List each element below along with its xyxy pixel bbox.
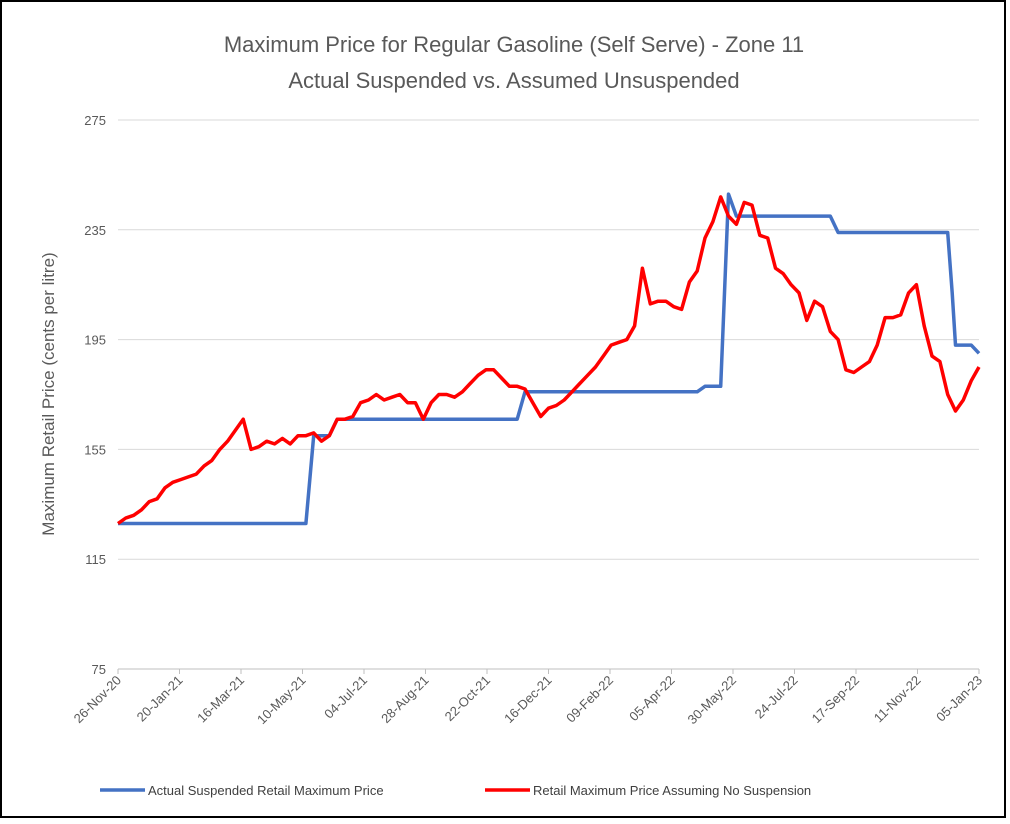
series-line xyxy=(116,195,981,525)
y-tick-label: 195 xyxy=(84,333,106,348)
chart-title: Maximum Price for Regular Gasoline (Self… xyxy=(224,32,804,57)
y-axis-label: Maximum Retail Price (cents per litre) xyxy=(39,252,58,535)
legend-label: Actual Suspended Retail Maximum Price xyxy=(148,783,384,798)
chart-subtitle: Actual Suspended vs. Assumed Unsuspended xyxy=(288,68,739,93)
y-tick-label: 235 xyxy=(84,223,106,238)
legend-label: Retail Maximum Price Assuming No Suspens… xyxy=(533,783,811,798)
y-tick-label: 155 xyxy=(84,442,106,457)
y-tick-label: 75 xyxy=(92,662,106,677)
y-tick-label: 275 xyxy=(84,113,106,128)
y-tick-label: 115 xyxy=(85,552,106,567)
